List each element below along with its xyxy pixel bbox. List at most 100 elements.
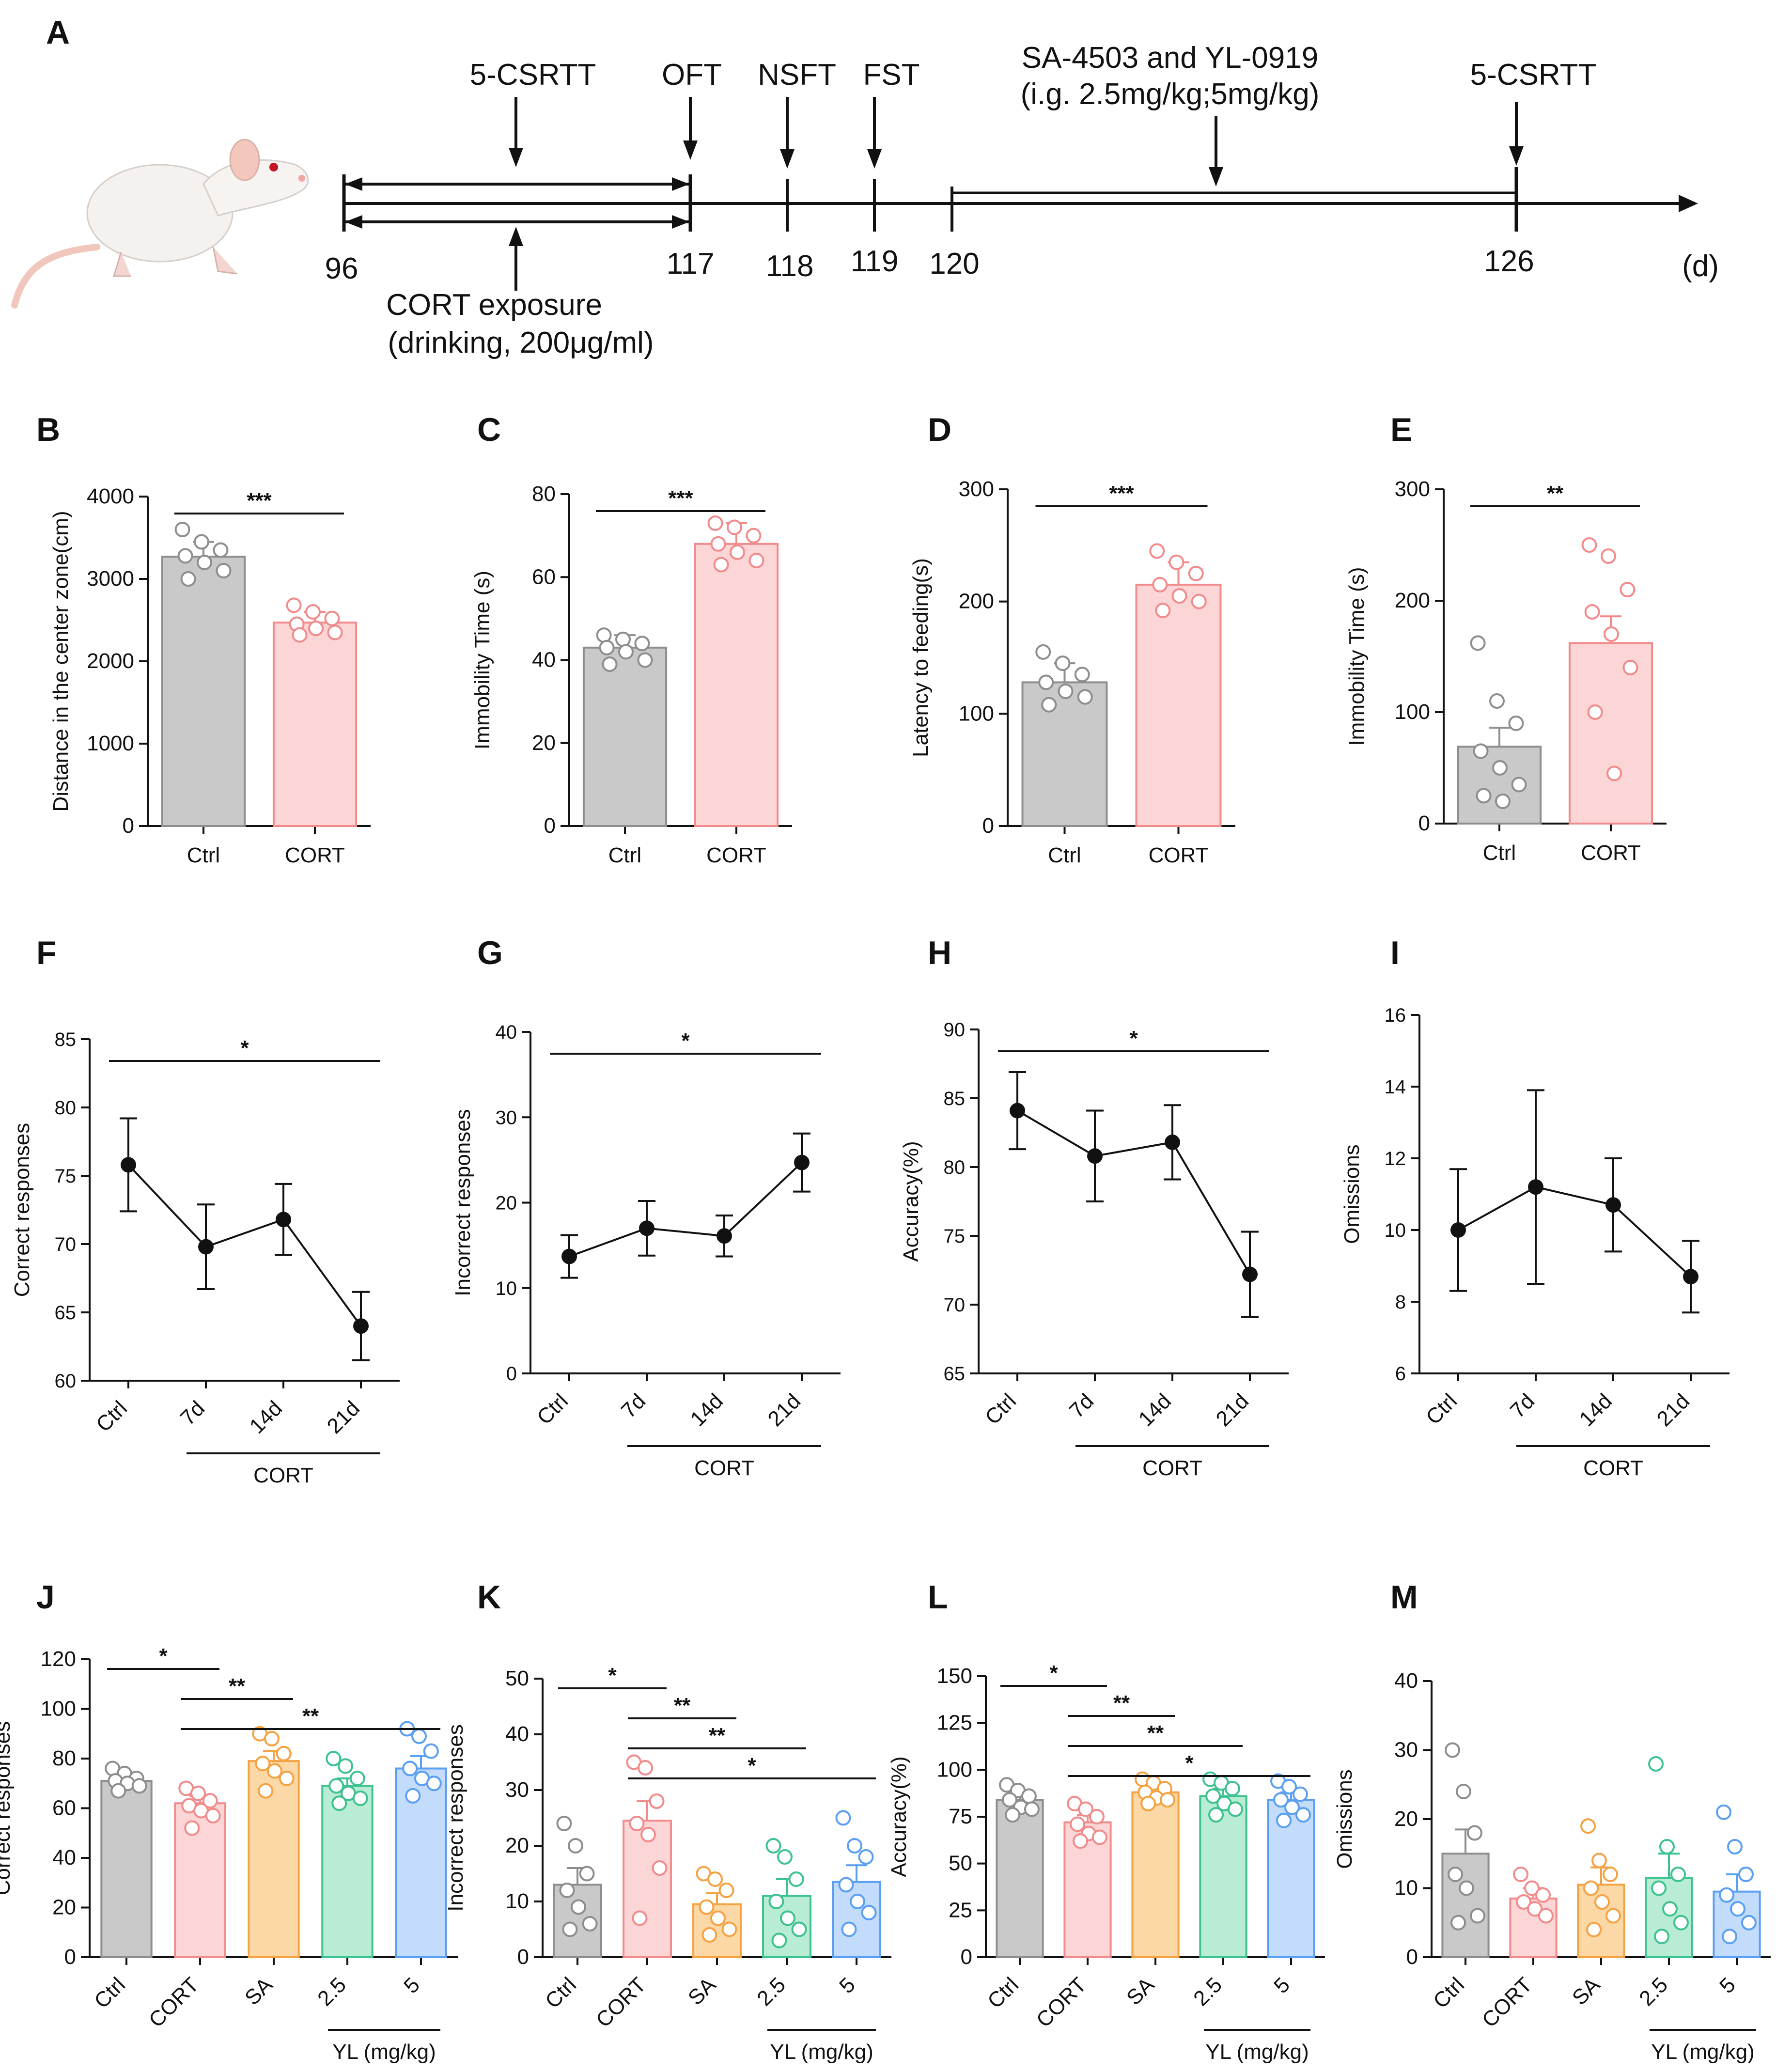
sig-label-e-0: **: [1547, 482, 1564, 505]
data-point-k-4-6: [841, 1921, 857, 1937]
data-point-b-0-1: [194, 534, 209, 550]
data-point-k-4-1: [847, 1838, 862, 1854]
y-tick-label-f-3: 75: [55, 1166, 77, 1187]
data-point-m-3-6: [1654, 1929, 1670, 1945]
data-point-d-1-2: [1188, 565, 1204, 581]
data-point-j-2-5: [279, 1771, 295, 1786]
x-tick-label-l-4: 5: [1269, 1973, 1294, 1998]
sig-label-b-0: ***: [247, 489, 272, 513]
panel-j-chart: J 0 20 40 60 80 100 120 Correct responses Ctrl COR…: [0, 1579, 458, 2064]
bar-l-3: [1199, 1795, 1247, 1958]
y-tick-label-j-2: 40: [52, 1846, 76, 1869]
x-tick-label-g-3: 21d: [764, 1389, 806, 1431]
y-axis-title-m: Omissions: [1333, 1769, 1356, 1869]
y-tick-label-g-0: 0: [506, 1363, 517, 1385]
data-point-l-3-5: [1227, 1801, 1243, 1817]
data-point-m-1-4: [1527, 1901, 1543, 1917]
data-point-c-0-5: [637, 652, 653, 668]
y-tick-label-b-3: 3000: [87, 567, 134, 591]
x-tick-label-l-0: Ctrl: [983, 1973, 1023, 2013]
y-tick-label-j-3: 60: [52, 1796, 76, 1820]
group-label-k: YL (mg/kg): [770, 2040, 873, 2064]
y-axis-title-k: Incorrect responses: [444, 1724, 467, 1911]
data-point-j-2-2: [276, 1745, 292, 1761]
data-point-k-2-3: [699, 1899, 715, 1915]
data-point-j-3-5: [352, 1791, 368, 1806]
group-label-i: CORT: [1583, 1456, 1643, 1480]
y-tick-label-k-0: 0: [517, 1945, 529, 1969]
panel-a-timeline: A: [11, 14, 1719, 359]
data-point-m-3-2: [1670, 1867, 1686, 1882]
y-tick-label-j-5: 100: [41, 1697, 76, 1721]
label-5csrtt-post: 5-CSRTT: [1470, 58, 1597, 92]
data-point-e-0-2: [1508, 716, 1524, 731]
y-tick-label-m-1: 10: [1394, 1876, 1418, 1900]
day-119: 119: [851, 245, 899, 278]
data-point-d-0-0: [1035, 644, 1051, 660]
data-point-l-3-3: [1205, 1788, 1221, 1804]
data-point-m-4-6: [1722, 1929, 1738, 1945]
bar-k-4: [832, 1881, 881, 1958]
data-point-j-0-5: [131, 1778, 147, 1794]
x-tick-label-b-0: Ctrl: [187, 843, 220, 867]
y-tick-label-d-1: 100: [959, 701, 994, 725]
data-point-b-0-4: [197, 555, 212, 570]
data-point-h-1: [1087, 1148, 1103, 1164]
day-126: 126: [1484, 245, 1534, 278]
rat-tail: [11, 244, 100, 309]
panel-h-chart: H 65 70 75 80 85 90 Accuracy(%) Ctrl 7d 14d 21d * COR…: [899, 935, 1289, 1480]
data-point-l-4-6: [1276, 1812, 1292, 1828]
y-tick-label-f-0: 60: [55, 1371, 77, 1392]
group-label-h: CORT: [1142, 1456, 1202, 1480]
data-point-m-0-5: [1469, 1908, 1485, 1924]
data-point-d-0-5: [1077, 689, 1093, 705]
y-tick-label-j-4: 80: [52, 1746, 76, 1770]
x-tick-label-h-1: 7d: [1065, 1389, 1098, 1422]
y-tick-label-g-1: 10: [496, 1278, 517, 1299]
data-point-l-1-3: [1070, 1816, 1086, 1832]
sig-label-j-1: **: [229, 1674, 246, 1698]
data-point-m-3-1: [1659, 1839, 1675, 1854]
sig-label-j-0: *: [159, 1644, 168, 1668]
data-point-m-2-1: [1591, 1853, 1607, 1869]
sig-label-k-1: **: [674, 1694, 691, 1717]
data-point-b-0-5: [216, 563, 232, 578]
data-point-c-0-0: [596, 627, 612, 643]
data-point-d-0-4: [1058, 684, 1074, 699]
data-point-m-4-3: [1719, 1887, 1735, 1903]
bar-j-2: [248, 1760, 300, 1958]
panel-letter-f: F: [36, 935, 57, 971]
data-point-k-2-4: [710, 1910, 726, 1926]
data-point-k-4-2: [858, 1849, 874, 1865]
data-point-k-3-2: [788, 1871, 804, 1887]
data-point-d-0-2: [1074, 667, 1090, 683]
data-point-j-4-6: [405, 1788, 421, 1804]
data-point-m-2-6: [1586, 1922, 1602, 1937]
data-point-e-1-5: [1622, 660, 1638, 675]
data-point-l-2-5: [1159, 1792, 1175, 1808]
y-axis-title-j: Correct responses: [0, 1721, 15, 1895]
data-point-c-1-1: [727, 519, 742, 535]
y-tick-label-c-4: 80: [532, 482, 556, 506]
label-cort-exposure-1: CORT exposure: [386, 288, 602, 322]
y-tick-label-e-0: 0: [1418, 811, 1430, 835]
panel-letter-m: M: [1390, 1579, 1418, 1616]
x-tick-label-m-2: SA: [1568, 1973, 1605, 2010]
data-point-e-0-6: [1476, 788, 1492, 804]
data-point-b-1-0: [286, 597, 302, 613]
y-tick-label-m-3: 30: [1394, 1738, 1418, 1762]
rat-body: [86, 164, 234, 263]
data-point-k-2-2: [718, 1883, 734, 1898]
sig-label-k-3: *: [748, 1754, 756, 1777]
data-point-e-1-1: [1601, 548, 1616, 564]
data-point-e-0-0: [1470, 635, 1486, 651]
data-point-m-0-2: [1466, 1825, 1482, 1841]
y-tick-label-h-1: 70: [944, 1294, 966, 1316]
data-point-c-0-6: [602, 656, 618, 672]
data-point-l-0-5: [1024, 1801, 1040, 1817]
bracket-right-arrowhead: [672, 177, 689, 191]
data-point-c-1-6: [713, 557, 729, 573]
data-point-l-3-6: [1208, 1807, 1224, 1823]
panel-letter-h: H: [928, 935, 951, 971]
data-point-k-3-6: [771, 1932, 787, 1948]
